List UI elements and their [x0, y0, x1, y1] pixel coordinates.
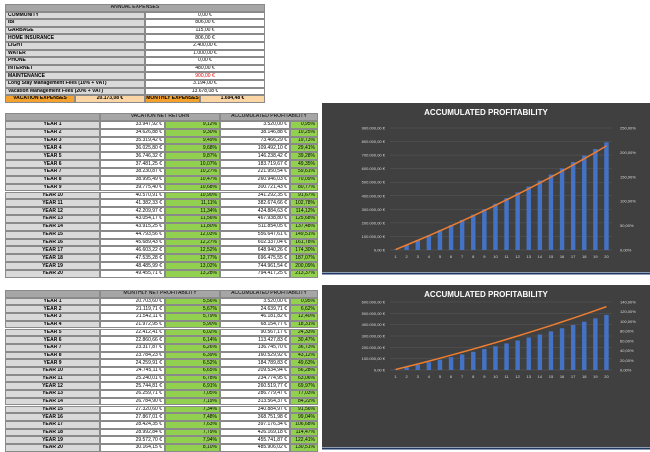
bar — [471, 352, 475, 370]
y-tick-label: 500.000,00 € — [362, 180, 386, 185]
y-tick-label: 200.000,00 € — [362, 220, 386, 225]
x-tick-label: 14 — [538, 254, 543, 259]
y-tick-label: 700.000,00 € — [362, 153, 386, 158]
y2-tick-label: 0,00% — [620, 248, 632, 253]
bar — [538, 334, 542, 370]
bar — [449, 357, 453, 370]
bar — [604, 315, 608, 370]
bar — [427, 362, 431, 370]
y-tick-label: 200.000,00 € — [362, 345, 386, 350]
x-tick-label: 18 — [582, 374, 587, 379]
bar — [493, 346, 497, 370]
y2-tick-label: 250,00% — [620, 126, 636, 131]
bar — [593, 149, 597, 250]
bar — [538, 181, 542, 250]
x-tick-label: 16 — [560, 254, 565, 259]
y-tick-label: 600.000,00 € — [362, 166, 386, 171]
x-tick-label: 12 — [515, 374, 520, 379]
y-tick-label: 500.000,00 € — [362, 311, 386, 316]
bar — [460, 220, 464, 250]
x-tick-label: 15 — [549, 374, 554, 379]
bar — [571, 162, 575, 250]
bar — [560, 168, 564, 250]
bar — [504, 198, 508, 250]
x-tick-label: 13 — [527, 254, 532, 259]
x-tick-label: 20 — [604, 374, 609, 379]
bar — [515, 340, 519, 370]
y-tick-label: 400.000,00 € — [362, 322, 386, 327]
bar — [416, 365, 420, 370]
y2-tick-label: 60,00% — [620, 338, 634, 343]
bar — [471, 215, 475, 250]
y2-tick-label: 50,00% — [620, 223, 634, 228]
bar — [504, 343, 508, 370]
bar — [571, 325, 575, 370]
y2-tick-label: 150,00% — [620, 174, 636, 179]
y2-tick-label: 0,00% — [620, 368, 632, 373]
y-tick-label: 800.000,00 € — [362, 139, 386, 144]
y-tick-label: 0,00 € — [374, 368, 386, 373]
x-tick-label: 19 — [593, 254, 598, 259]
bar — [527, 187, 531, 250]
y-tick-label: 100.000,00 € — [362, 234, 386, 239]
bar — [549, 331, 553, 370]
chart-title: ACCUMULATED PROFITABILITY — [424, 290, 548, 299]
x-tick-label: 19 — [593, 374, 598, 379]
bar — [482, 209, 486, 250]
x-tick-label: 17 — [571, 374, 576, 379]
bar — [438, 230, 442, 250]
x-tick-label: 16 — [560, 374, 565, 379]
y-tick-label: 0,00 € — [374, 248, 386, 253]
bar — [449, 225, 453, 250]
bar — [604, 142, 608, 250]
bar — [582, 156, 586, 250]
x-tick-label: 10 — [493, 374, 498, 379]
y2-tick-label: 40,00% — [620, 348, 634, 353]
bar — [482, 349, 486, 370]
y2-tick-label: 80,00% — [620, 329, 634, 334]
chart-title: ACCUMULATED PROFITABILITY — [424, 108, 548, 117]
bar — [515, 192, 519, 250]
x-tick-label: 12 — [515, 254, 520, 259]
bar — [427, 235, 431, 250]
y2-tick-label: 100,00% — [620, 199, 636, 204]
x-tick-label: 17 — [571, 254, 576, 259]
x-tick-label: 18 — [582, 254, 587, 259]
x-tick-label: 14 — [538, 374, 543, 379]
y2-tick-label: 140,00% — [620, 300, 636, 305]
y2-tick-label: 120,00% — [620, 309, 636, 314]
bar — [549, 175, 553, 250]
bar — [582, 322, 586, 370]
bar — [438, 360, 442, 370]
x-tick-label: 13 — [527, 374, 532, 379]
y-tick-label: 300.000,00 € — [362, 207, 386, 212]
y-tick-label: 100.000,00 € — [362, 356, 386, 361]
y-tick-label: 900.000,00 € — [362, 126, 386, 131]
x-tick-label: 10 — [493, 254, 498, 259]
y2-tick-label: 200,00% — [620, 150, 636, 155]
bar — [593, 318, 597, 370]
x-tick-label: 20 — [604, 254, 609, 259]
y-tick-label: 600.000,00 € — [362, 300, 386, 305]
x-tick-label: 15 — [549, 254, 554, 259]
bar — [460, 355, 464, 370]
y-tick-label: 300.000,00 € — [362, 334, 386, 339]
bar — [560, 328, 564, 370]
y2-tick-label: 100,00% — [620, 319, 636, 324]
bar — [527, 337, 531, 370]
y2-tick-label: 20,00% — [620, 358, 634, 363]
y-tick-label: 400.000,00 € — [362, 193, 386, 198]
bar — [493, 204, 497, 250]
